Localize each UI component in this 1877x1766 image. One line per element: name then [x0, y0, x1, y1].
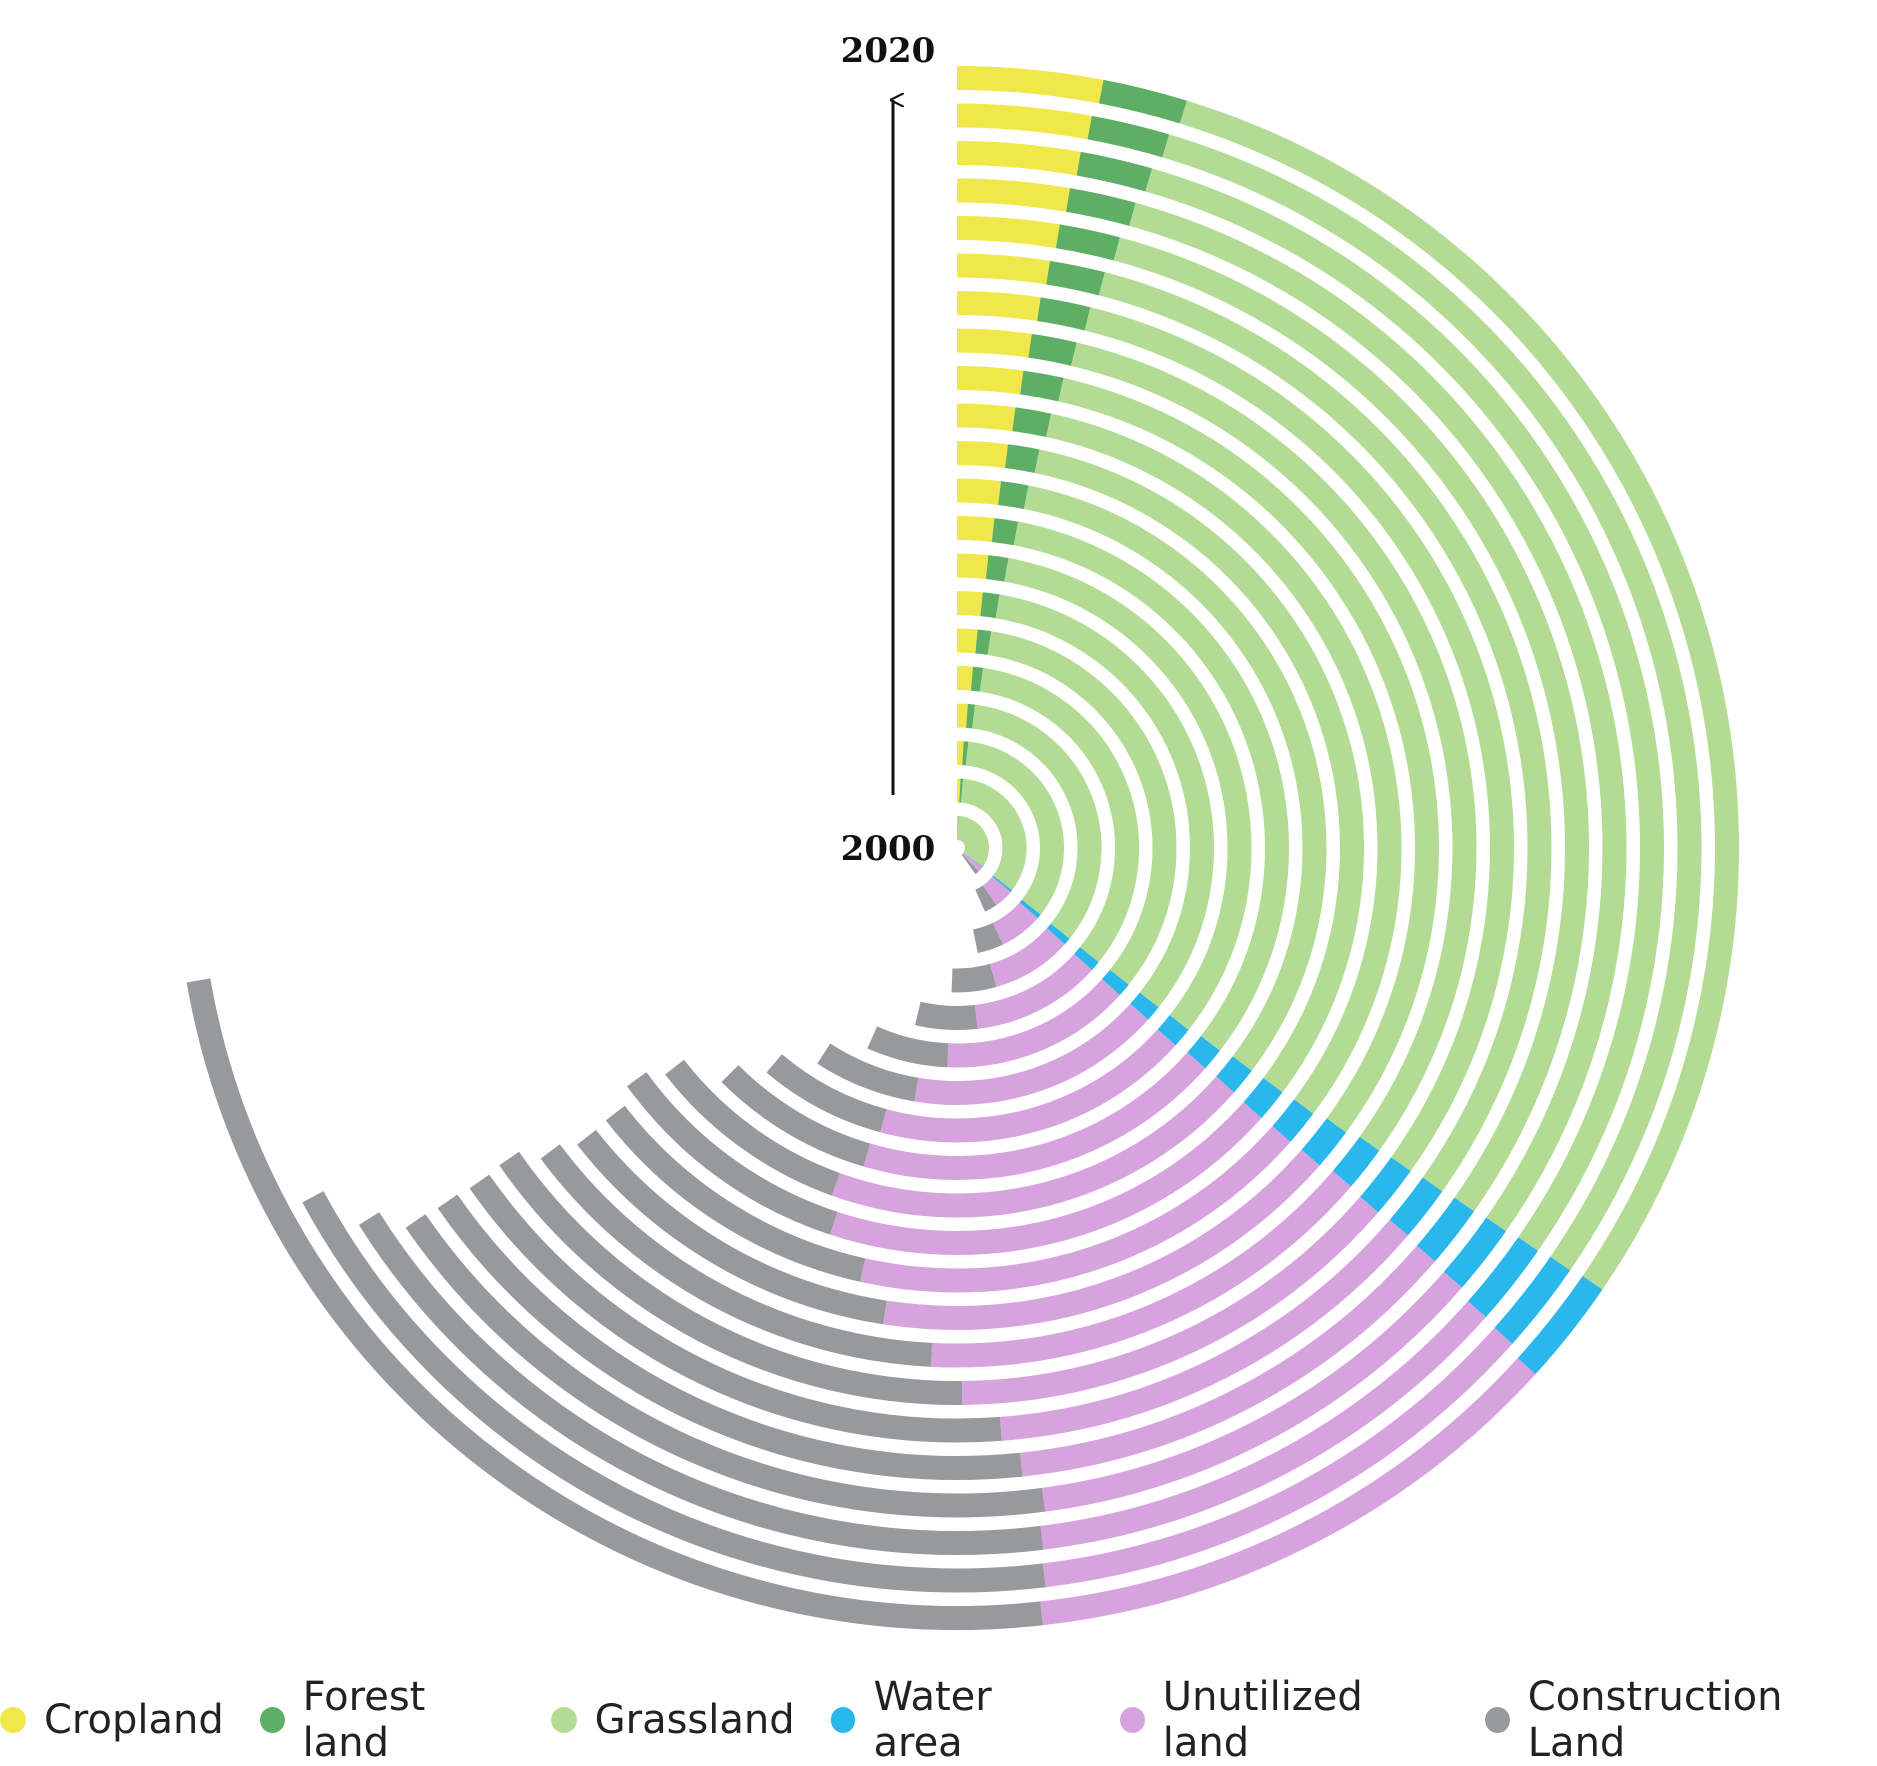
segment-construction-land-2000 [969, 863, 971, 865]
segment-construction-land-2005 [872, 1037, 948, 1055]
legend-item-unutilized-land: Unutilized land [1120, 1674, 1449, 1766]
legend-swatch [551, 1707, 577, 1733]
segment-forest-land-2005 [977, 641, 990, 643]
segment-water-area-2003 [1056, 931, 1060, 936]
legend-swatch [260, 1707, 285, 1733]
segment-cropland-2007 [957, 566, 987, 568]
segment-unutilized-land-2001 [990, 884, 1002, 895]
segment-water-area-2011 [1281, 1107, 1303, 1134]
segment-water-area-2014 [1369, 1164, 1401, 1204]
segment-forest-land-2007 [987, 567, 1006, 570]
end-year-label: 2020 [841, 31, 936, 71]
segment-construction-land-2001 [980, 895, 989, 900]
segment-construction-land-2004 [918, 1013, 976, 1018]
segment-cropland-2014 [957, 303, 1039, 309]
legend-label: Unutilized land [1163, 1674, 1449, 1766]
segment-cropland-2005 [957, 641, 977, 642]
segment-construction-land-2003 [952, 975, 993, 980]
legend-label: Grassland [595, 1697, 795, 1743]
segment-forest-land-2016 [1058, 236, 1117, 249]
segment-water-area-2009 [1225, 1064, 1242, 1085]
legend-item-cropland: Cropland [0, 1697, 224, 1743]
segment-forest-land-2010 [1007, 456, 1038, 461]
legend-label: Construction Land [1528, 1674, 1877, 1766]
legend-label: Forest land [303, 1674, 515, 1766]
legend-item-water-area: Water area [831, 1674, 1084, 1766]
segment-forest-land-2006 [982, 604, 998, 606]
segment-construction-land-2010 [637, 1079, 834, 1223]
legend-item-construction-land: Construction Land [1485, 1674, 1877, 1766]
segment-cropland-2018 [957, 153, 1079, 164]
segment-water-area-2015 [1399, 1184, 1433, 1227]
segment-cropland-2015 [957, 266, 1048, 273]
segment-unutilized-land-2000 [971, 860, 974, 863]
segment-forest-land-2008 [993, 530, 1016, 533]
legend-swatch [1485, 1707, 1510, 1733]
segment-cropland-2017 [957, 191, 1068, 200]
segment-forest-land-2014 [1039, 309, 1088, 319]
legend-label: Cropland [44, 1697, 224, 1743]
segment-forest-land-2013 [1030, 346, 1074, 354]
segment-forest-land-2015 [1048, 273, 1102, 284]
segment-water-area-2006 [1139, 1000, 1149, 1012]
segment-cropland-2011 [957, 416, 1014, 420]
segment-forest-land-2003 [967, 716, 974, 717]
segment-forest-land-2009 [1000, 493, 1027, 497]
segment-forest-land-2012 [1022, 382, 1061, 389]
segment-cropland-2008 [957, 528, 993, 530]
segment-cropland-2009 [957, 491, 1000, 494]
segment-water-area-2005 [1111, 977, 1119, 987]
segment-construction-land-2020 [198, 980, 1041, 1618]
segment-water-area-2007 [1167, 1023, 1180, 1038]
segment-cropland-2004 [957, 678, 972, 679]
segment-cropland-2012 [957, 378, 1022, 382]
segment-cropland-2020 [957, 78, 1101, 92]
segment-cropland-2006 [957, 603, 982, 604]
segment-forest-land-2011 [1014, 419, 1049, 425]
segment-water-area-2012 [1311, 1125, 1337, 1157]
start-year-label: 2000 [841, 829, 936, 869]
radial-stacked-bar-chart: 2020 2000 [0, 0, 1877, 1680]
segment-cropland-2016 [957, 228, 1058, 236]
segment-forest-land-2019 [1090, 128, 1166, 146]
segment-water-area-2010 [1252, 1085, 1272, 1110]
segment-water-area-2004 [1083, 955, 1089, 962]
segment-water-area-2008 [1196, 1043, 1210, 1060]
legend-swatch [1120, 1707, 1145, 1733]
segment-grassland-2000 [958, 828, 977, 860]
ring-group [198, 78, 1727, 1618]
segment-cropland-2019 [957, 116, 1090, 128]
segment-water-area-2001 [1002, 883, 1003, 884]
segment-forest-land-2020 [1101, 92, 1183, 112]
legend-swatch [831, 1707, 856, 1733]
segment-construction-land-2002 [975, 934, 998, 942]
segment-water-area-2017 [1453, 1224, 1496, 1279]
legend-label: Water area [873, 1674, 1083, 1766]
segment-cropland-2010 [957, 453, 1007, 456]
segment-forest-land-2017 [1068, 200, 1132, 214]
segment-forest-land-2004 [972, 679, 982, 680]
segment-cropland-2013 [957, 341, 1030, 346]
legend-swatch [0, 1707, 26, 1733]
legend-item-grassland: Grassland [551, 1697, 795, 1743]
segment-water-area-2013 [1342, 1144, 1370, 1179]
segment-water-area-2002 [1029, 907, 1032, 910]
segment-forest-land-2018 [1079, 164, 1149, 180]
segment-unutilized-land-2002 [998, 910, 1029, 933]
legend-item-forest-land: Forest land [260, 1674, 515, 1766]
segment-water-area-2016 [1426, 1205, 1464, 1254]
